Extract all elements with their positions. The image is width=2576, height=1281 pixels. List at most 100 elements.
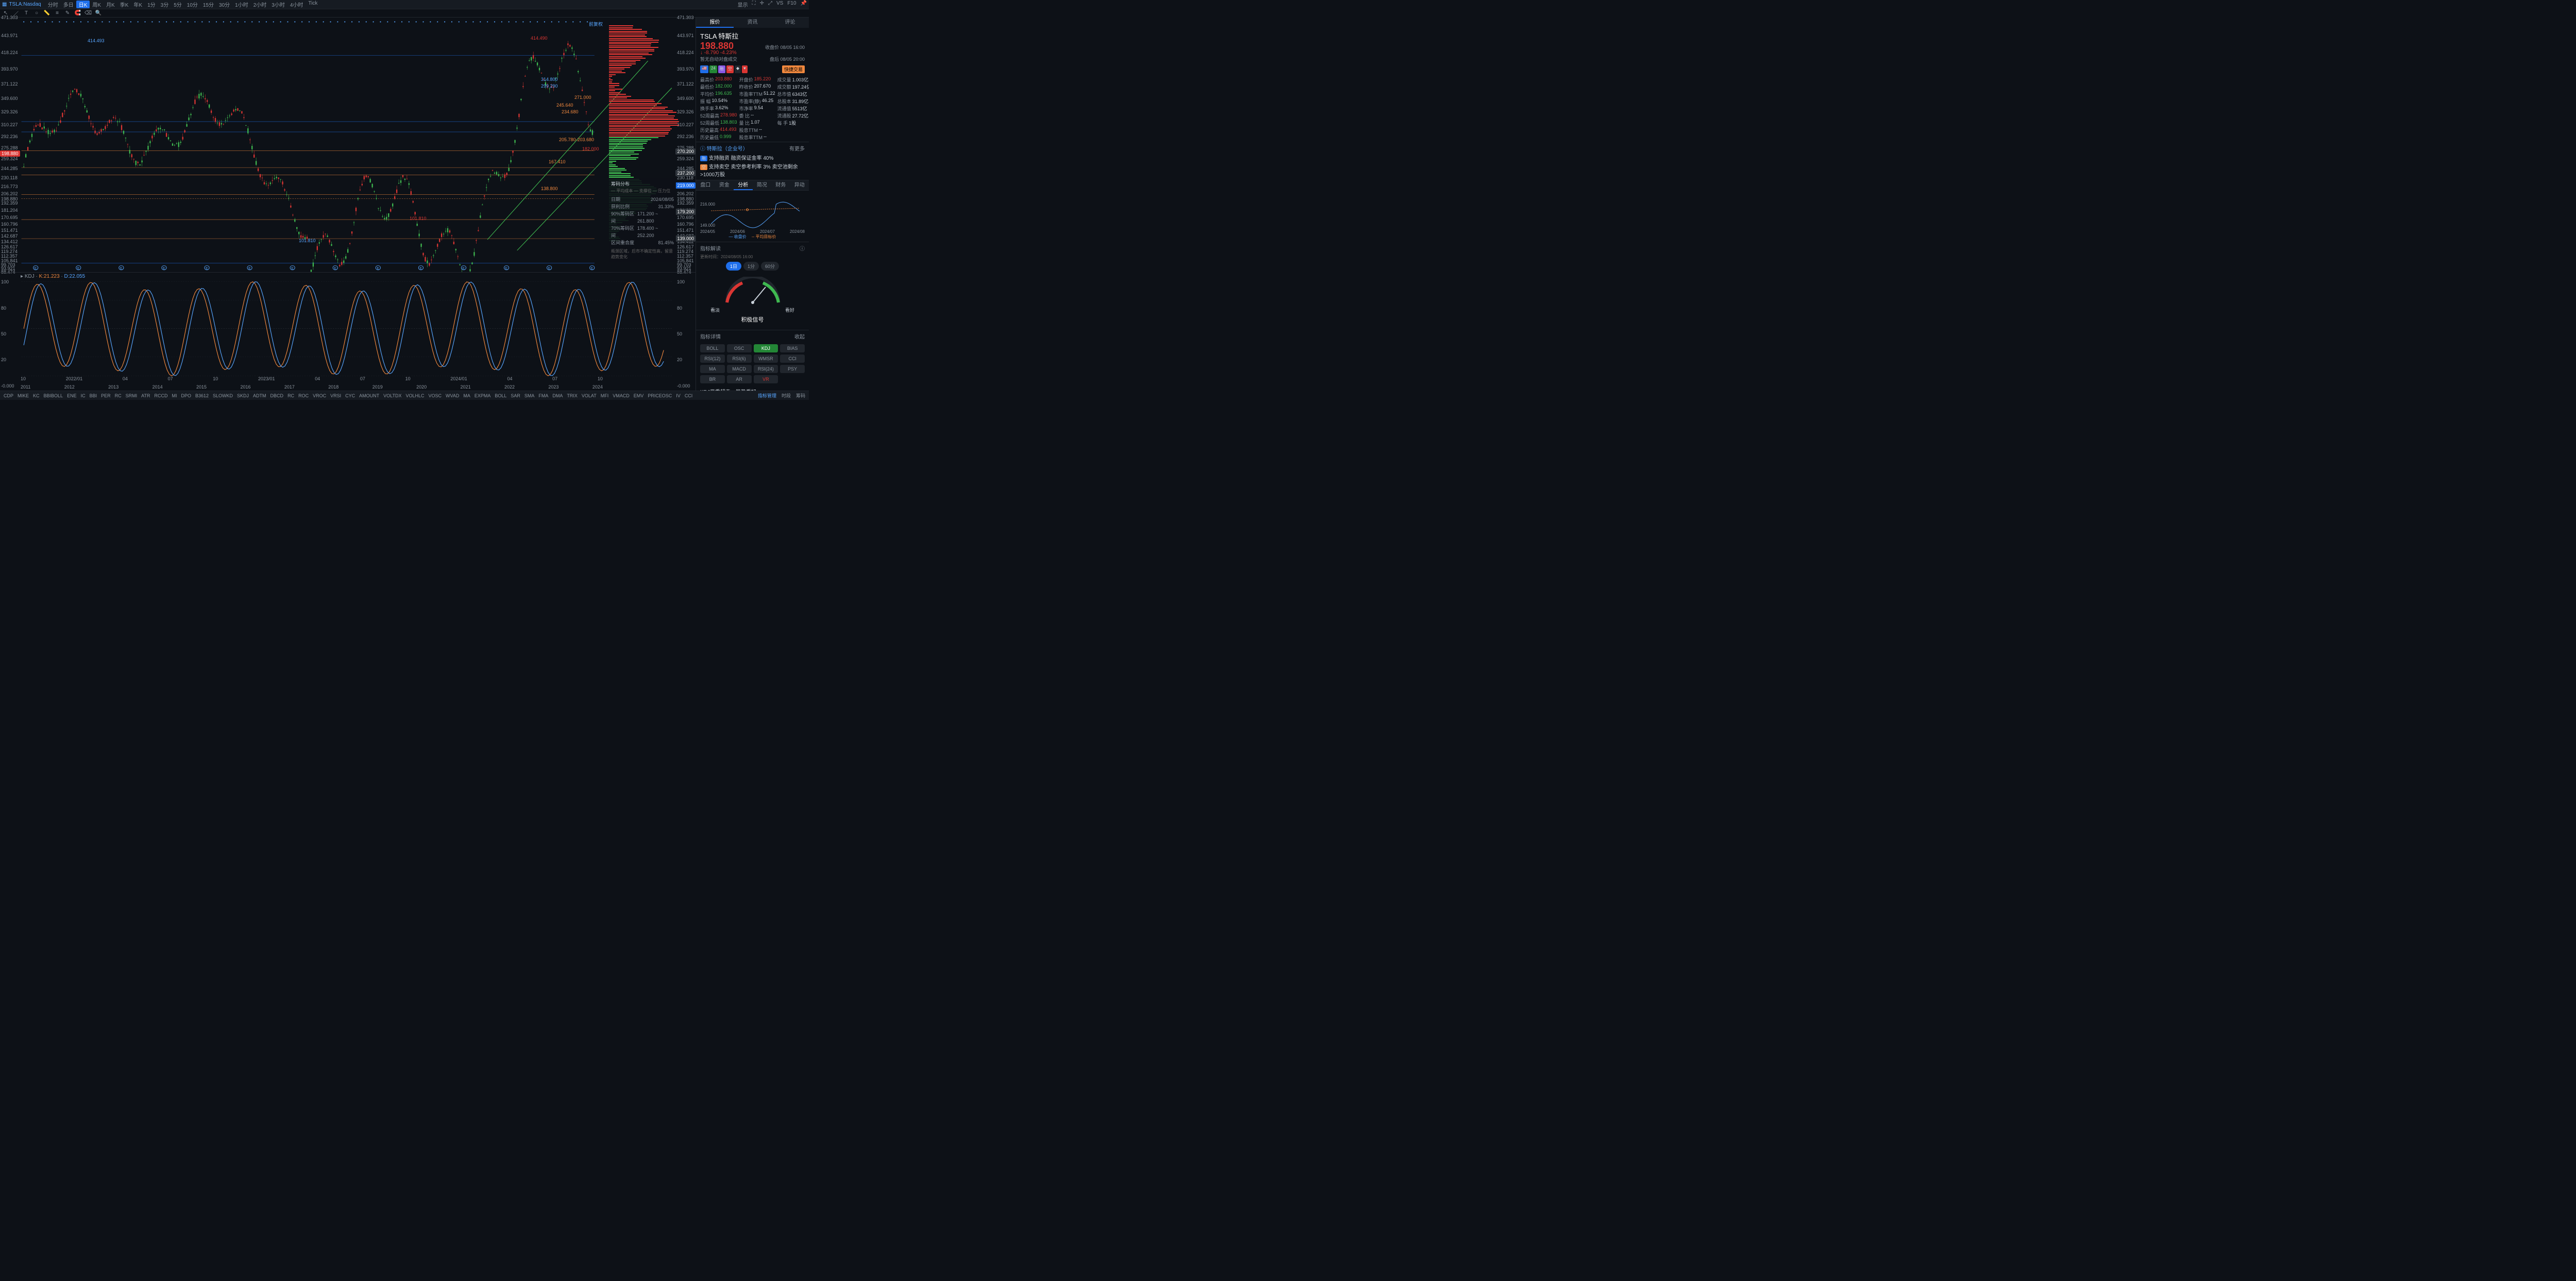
ind-SAR[interactable]: SAR xyxy=(509,393,522,398)
ind-ATR[interactable]: ATR xyxy=(140,393,151,398)
crosshair-icon[interactable]: ✛ xyxy=(760,1,764,8)
indicator-PSY[interactable]: PSY xyxy=(780,365,805,373)
fib-icon[interactable]: ≡ xyxy=(54,10,61,17)
ind-KC[interactable]: KC xyxy=(31,393,41,398)
subtab-异动[interactable]: 异动 xyxy=(790,180,809,190)
company-link[interactable]: 特斯拉（企业号） xyxy=(707,146,748,152)
eraser-icon[interactable]: ⌫ xyxy=(84,10,92,17)
ind-PRICEOSC[interactable]: PRICEOSC xyxy=(646,393,673,398)
timeframe-10分[interactable]: 10分 xyxy=(184,1,200,8)
ind-MIKE[interactable]: MIKE xyxy=(16,393,30,398)
indicator-VR[interactable]: VR xyxy=(754,375,778,383)
ind-TRIX[interactable]: TRIX xyxy=(565,393,579,398)
display-label[interactable]: 显示 xyxy=(738,1,748,8)
info-icon[interactable]: ⓘ xyxy=(800,244,805,252)
chart-canvas[interactable]: EEEEEEEEEEEEEE xyxy=(0,18,696,272)
subtab-资金[interactable]: 资金 xyxy=(715,180,734,190)
ind-DBCD[interactable]: DBCD xyxy=(269,393,285,398)
indicator-OSC[interactable]: OSC xyxy=(727,344,752,352)
indicator-BR[interactable]: BR xyxy=(700,375,725,383)
search-icon[interactable]: 🔍 xyxy=(95,10,102,17)
ind-AMOUNT[interactable]: AMOUNT xyxy=(358,393,381,398)
ind-EMV[interactable]: EMV xyxy=(632,393,646,398)
timeframe-3小时[interactable]: 3小时 xyxy=(269,1,287,8)
ind-BBI[interactable]: BBI xyxy=(88,393,99,398)
timeframe-5分[interactable]: 5分 xyxy=(171,1,184,8)
timeframe-多日[interactable]: 多日 xyxy=(61,1,76,8)
ind-ADTM[interactable]: ADTM xyxy=(251,393,268,398)
subtab-财务[interactable]: 财务 xyxy=(771,180,790,190)
ind-VOLHLC[interactable]: VOLHLC xyxy=(404,393,426,398)
ind-MA[interactable]: MA xyxy=(462,393,472,398)
indicator-MACD[interactable]: MACD xyxy=(727,365,752,373)
timeframe-1分[interactable]: 1分 xyxy=(145,1,158,8)
ind-ROC[interactable]: ROC xyxy=(297,393,310,398)
ind-BOLL[interactable]: BOLL xyxy=(493,393,508,398)
ind-SRMI[interactable]: SRMI xyxy=(124,393,139,398)
indicator-CCI[interactable]: CCI xyxy=(780,355,805,363)
indicator-BIAS[interactable]: BIAS xyxy=(780,344,805,352)
kdj-chart[interactable]: ▸ KDJ · K:21.223 · D:22.055 100805020-0.… xyxy=(0,272,696,391)
timeframe-分时[interactable]: 分时 xyxy=(45,1,61,8)
timeframe-月K[interactable]: 月K xyxy=(104,1,117,8)
ind-MFI[interactable]: MFI xyxy=(599,393,611,398)
indicator-MA[interactable]: MA xyxy=(700,365,725,373)
shape-icon[interactable]: ○ xyxy=(33,10,40,17)
ind-ENE[interactable]: ENE xyxy=(65,393,78,398)
ind-PER[interactable]: PER xyxy=(99,393,112,398)
ind-SMA[interactable]: SMA xyxy=(523,393,536,398)
indicator-RSI(24)[interactable]: RSI(24) xyxy=(754,365,778,373)
ind-CCI[interactable]: CCI xyxy=(683,393,694,398)
ind-EXPMA[interactable]: EXPMA xyxy=(473,393,493,398)
ind-VRSI[interactable]: VRSI xyxy=(329,393,343,398)
kdj-toggle-icon[interactable]: ▸ xyxy=(21,274,23,279)
magnet-icon[interactable]: 🧲 xyxy=(74,10,81,17)
indicator-RSI(12)[interactable]: RSI(12) xyxy=(700,355,725,363)
timeframe-周K[interactable]: 周K xyxy=(90,1,104,8)
ind-CDP[interactable]: CDP xyxy=(2,393,15,398)
timeframe-4小时[interactable]: 4小时 xyxy=(287,1,306,8)
timeframe-1小时[interactable]: 1小时 xyxy=(232,1,251,8)
indicator-WMSR[interactable]: WMSR xyxy=(754,355,778,363)
timeframe-15分[interactable]: 15分 xyxy=(200,1,216,8)
more-link[interactable]: 有更多 xyxy=(789,144,805,152)
timeframe-年K[interactable]: 年K xyxy=(131,1,145,8)
ind-IV[interactable]: IV xyxy=(674,393,682,398)
tab-news[interactable]: 资讯 xyxy=(734,18,771,28)
pin-icon[interactable]: 📌 xyxy=(801,1,807,8)
ind-FMA[interactable]: FMA xyxy=(537,393,550,398)
price-chart[interactable]: 471.303443.971418.224393.970371.122349.6… xyxy=(0,18,696,272)
ind-VOSC[interactable]: VOSC xyxy=(427,393,443,398)
collapse-link[interactable]: 收起 xyxy=(794,332,805,340)
indicator-manage[interactable]: 指标管理 xyxy=(756,392,778,399)
ind-DMA[interactable]: DMA xyxy=(551,393,564,398)
quick-trade-button[interactable]: 快捷交易 xyxy=(782,65,805,73)
subtab-分析[interactable]: 分析 xyxy=(734,180,753,190)
timeframe-季K[interactable]: 季K xyxy=(117,1,131,8)
target-price-chart[interactable]: 216.000 149.000 2024/052024/062024/07202… xyxy=(700,193,805,234)
chart-icon[interactable]: ▦ xyxy=(2,2,7,7)
indicator-AR[interactable]: AR xyxy=(727,375,752,383)
ind-CYC[interactable]: CYC xyxy=(344,393,357,398)
timeframe-2小时[interactable]: 2小时 xyxy=(251,1,269,8)
ind-BBIBOLL[interactable]: BBIBOLL xyxy=(42,393,65,398)
ind-B3612[interactable]: B3612 xyxy=(194,393,210,398)
fullscreen-icon[interactable]: ⤢ xyxy=(768,1,772,8)
tab-comment[interactable]: 评论 xyxy=(771,18,809,28)
brush-icon[interactable]: ✎ xyxy=(64,10,71,17)
timeframe-日K[interactable]: 日K xyxy=(76,1,90,8)
timeframe-Tick[interactable]: Tick xyxy=(306,1,320,8)
ind-RCCD[interactable]: RCCD xyxy=(152,393,169,398)
f10-label[interactable]: F10 xyxy=(787,1,796,8)
session-btn[interactable]: 时段 xyxy=(780,392,792,399)
subtab-简况[interactable]: 简况 xyxy=(753,180,772,190)
ind-WVAD[interactable]: WVAD xyxy=(444,393,461,398)
indicator-BOLL[interactable]: BOLL xyxy=(700,344,725,352)
subtab-盘口[interactable]: 盘口 xyxy=(696,180,715,190)
chip-btn[interactable]: 筹码 xyxy=(794,392,807,399)
ind-VROC[interactable]: VROC xyxy=(311,393,328,398)
ind-SLOWKD[interactable]: SLOWKD xyxy=(211,393,234,398)
ind-DPO[interactable]: DPO xyxy=(179,393,193,398)
ind-RC[interactable]: RC xyxy=(113,393,123,398)
timeframe-30分[interactable]: 30分 xyxy=(216,1,232,8)
